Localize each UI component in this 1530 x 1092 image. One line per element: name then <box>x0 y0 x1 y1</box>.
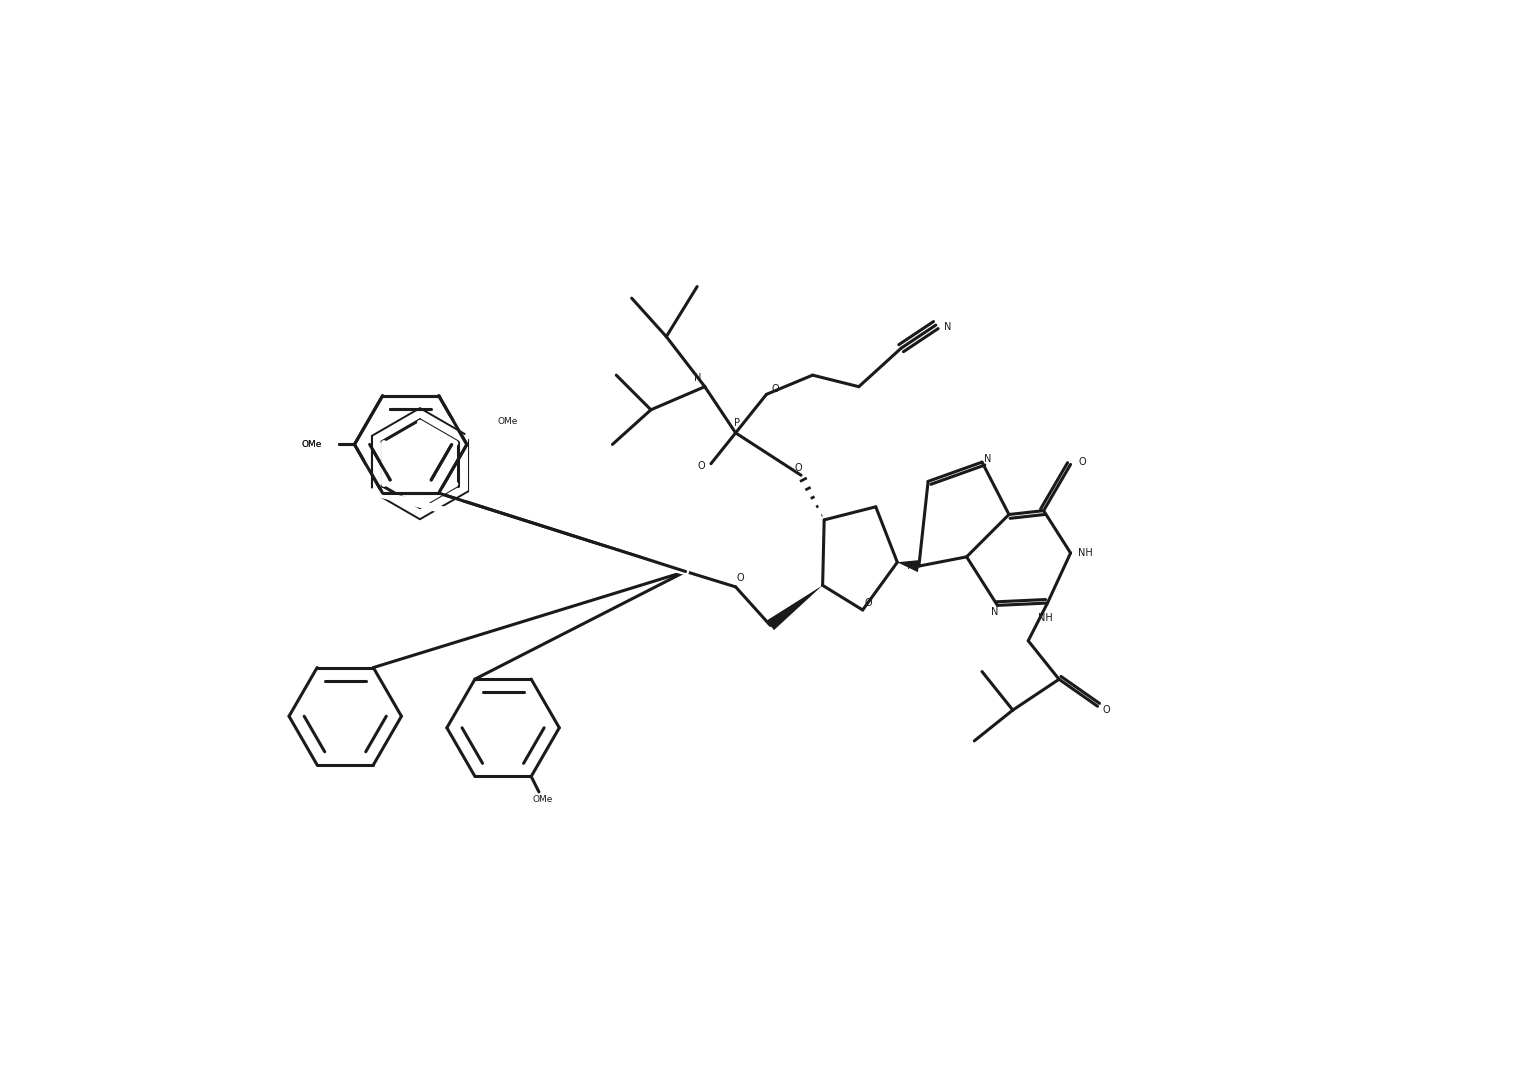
Text: P: P <box>734 418 741 428</box>
Text: N: N <box>984 454 991 464</box>
Text: O: O <box>1103 705 1111 715</box>
Polygon shape <box>897 560 920 572</box>
Text: OMe: OMe <box>532 795 552 804</box>
Text: OMe: OMe <box>301 440 323 449</box>
Text: O: O <box>736 573 744 583</box>
Text: N: N <box>907 561 913 571</box>
Text: OMe: OMe <box>497 417 519 426</box>
Text: O: O <box>771 384 779 394</box>
Text: O: O <box>1079 458 1086 467</box>
Text: N: N <box>695 373 702 383</box>
Text: O: O <box>698 461 705 471</box>
Text: NH: NH <box>1037 613 1053 622</box>
Text: N: N <box>991 606 999 617</box>
Text: NH: NH <box>1077 548 1092 558</box>
Text: O: O <box>864 598 872 608</box>
Text: N: N <box>944 322 952 332</box>
Text: OMe: OMe <box>301 440 323 449</box>
Polygon shape <box>767 585 823 630</box>
Text: O: O <box>796 463 803 473</box>
